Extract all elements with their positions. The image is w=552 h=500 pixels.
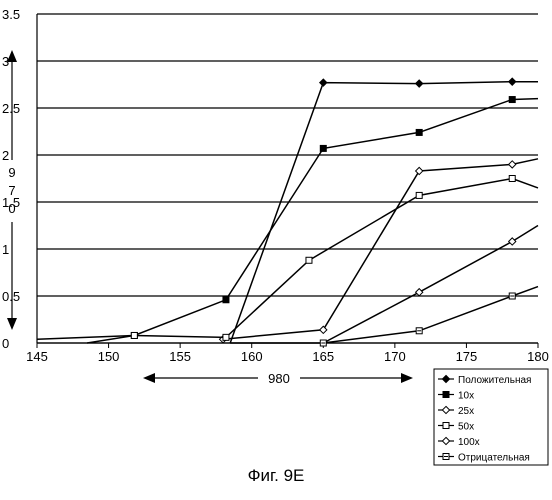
data-point: [416, 129, 422, 135]
x-axis-label-group: 980: [143, 371, 413, 386]
y-tick-label: 0: [2, 336, 9, 351]
series-3: [219, 159, 538, 343]
data-point: [223, 334, 229, 340]
data-point: [509, 97, 515, 103]
legend: Положительная 10x 25x 50x 100x Отрицательная: [434, 369, 548, 465]
y-tick-label: 2: [2, 148, 9, 163]
y-axis-label-group: 9 7 0: [7, 50, 17, 330]
x-tick-label: 175: [456, 349, 478, 364]
grid: [37, 14, 538, 343]
x-tick-label: 170: [384, 349, 406, 364]
y-tick-label: 0.5: [2, 289, 20, 304]
series-5: [323, 226, 538, 344]
legend-label: 50x: [458, 422, 474, 433]
y-axis-label-char: 9: [8, 165, 15, 180]
legend-label: 100x: [458, 437, 480, 448]
legend-label: 25x: [458, 406, 474, 417]
data-point: [416, 167, 423, 174]
y-tick-label: 1: [2, 242, 9, 257]
x-tick-label: 160: [241, 349, 263, 364]
figure-caption: Фиг. 9E: [0, 466, 552, 486]
series-line: [37, 99, 538, 340]
legend-label: 10x: [458, 391, 474, 402]
data-point: [443, 423, 449, 429]
y-axis-label-char: 7: [8, 183, 15, 198]
y-axis-label-char: 0: [8, 201, 15, 216]
x-tick-label: 145: [26, 349, 48, 364]
x-tick-label: 155: [169, 349, 191, 364]
x-tick-label: 180: [527, 349, 549, 364]
series-line: [87, 179, 538, 344]
data-point: [223, 297, 229, 303]
data-point: [416, 80, 423, 87]
data-point: [131, 332, 137, 338]
data-point: [509, 238, 516, 245]
x-axis-label: 980: [268, 371, 290, 386]
series-group: [37, 78, 538, 346]
data-point: [509, 161, 516, 168]
data-point: [509, 176, 515, 182]
data-point: [416, 289, 423, 296]
data-point: [320, 79, 327, 86]
x-tick-label: 150: [98, 349, 120, 364]
series-2: [37, 97, 538, 340]
x-tick-label: 165: [312, 349, 334, 364]
legend-label: Отрицательная: [458, 453, 530, 464]
legend-label: Положительная: [458, 375, 531, 386]
data-point: [443, 392, 449, 398]
series-line: [323, 226, 538, 344]
y-label-arrowhead-down: [7, 318, 17, 330]
series-4: [87, 176, 538, 344]
y-tick-label: 2.5: [2, 101, 20, 116]
x-label-arrowhead-right: [401, 373, 413, 383]
data-point: [320, 145, 326, 151]
data-point: [320, 326, 327, 333]
data-point: [306, 257, 312, 263]
x-label-arrowhead-left: [143, 373, 155, 383]
y-tick-label: 3.5: [2, 7, 20, 22]
data-point: [416, 192, 422, 198]
data-point: [509, 78, 516, 85]
